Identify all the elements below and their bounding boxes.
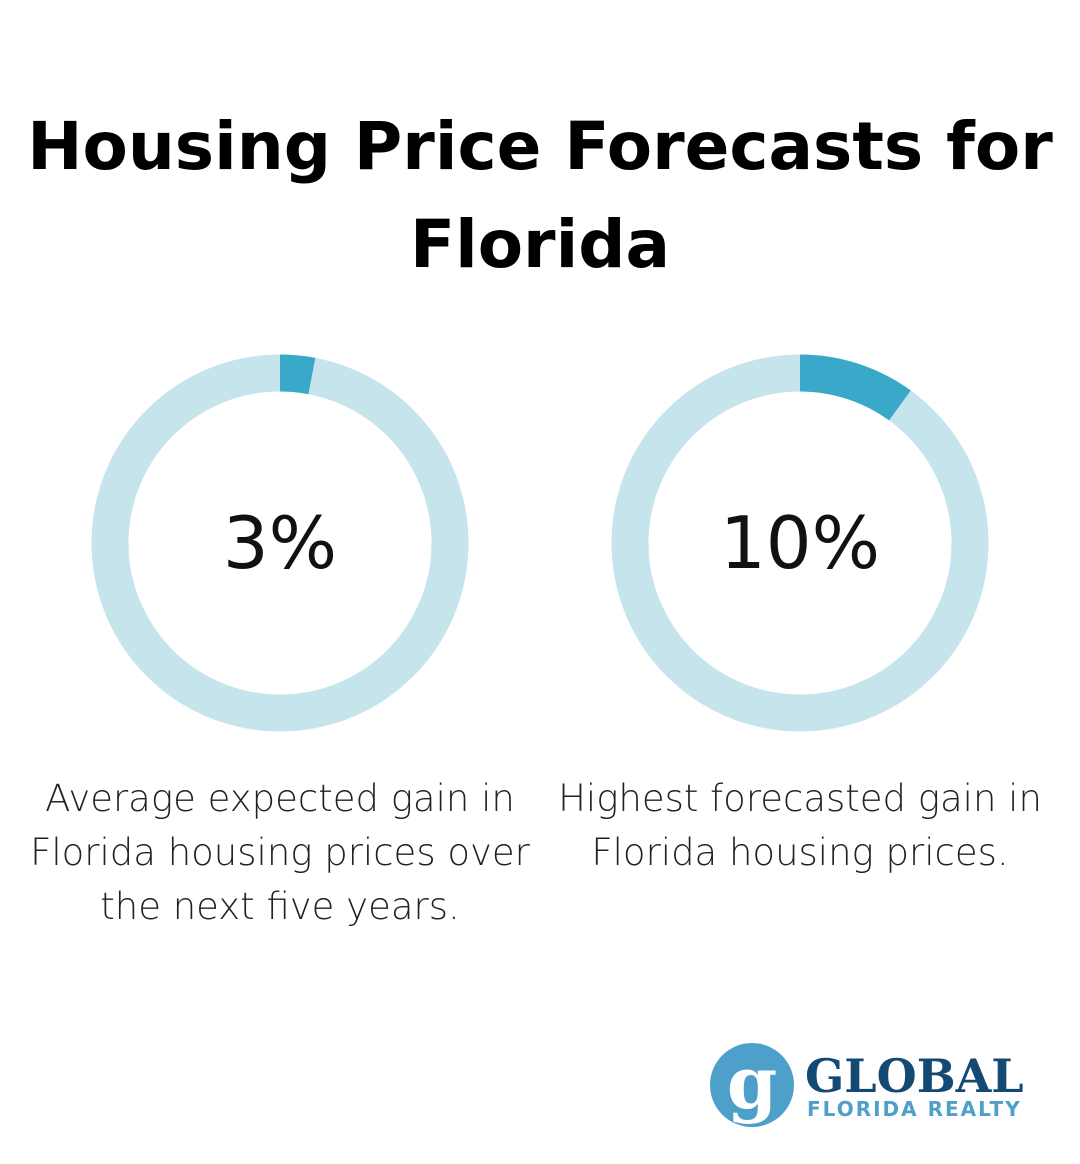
donut-label-2: 10%	[719, 501, 881, 585]
donut-chart-2	[611, 354, 989, 732]
donut-label-1: 3%	[222, 501, 338, 585]
donut-chart-1	[91, 354, 469, 732]
logo-g-icon: g	[727, 1040, 777, 1125]
logo-circle	[710, 1043, 794, 1127]
global-florida-realty-logo: g GLOBAL FLORIDA REALTY	[710, 1040, 1024, 1127]
page-title: Housing Price Forecasts for Florida	[27, 108, 1053, 283]
logo-sub: FLORIDA REALTY	[807, 1097, 1022, 1121]
donut-value-arc	[279, 354, 316, 395]
donut-value-arc	[799, 354, 911, 421]
caption-2: Highest forecasted gain in Florida housi…	[558, 777, 1042, 874]
logo-name: GLOBAL	[805, 1049, 1024, 1103]
caption-1: Average expected gain in Florida housing…	[30, 777, 530, 928]
